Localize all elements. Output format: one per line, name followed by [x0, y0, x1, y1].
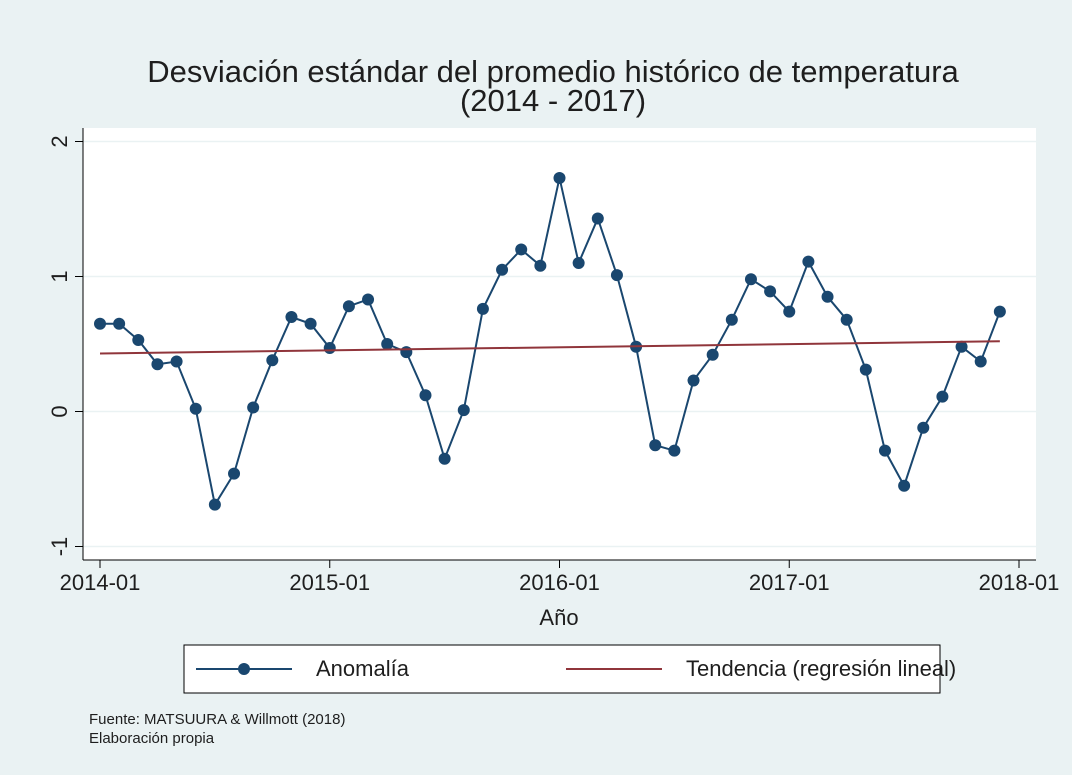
marker — [476, 302, 489, 315]
marker — [764, 285, 777, 298]
marker — [821, 290, 834, 303]
marker — [515, 243, 528, 256]
marker — [419, 389, 432, 402]
marker — [802, 255, 815, 268]
marker — [649, 439, 662, 452]
marker — [228, 467, 241, 480]
marker — [859, 363, 872, 376]
marker — [247, 401, 260, 414]
marker — [898, 479, 911, 492]
marker — [151, 358, 164, 371]
marker — [362, 293, 375, 306]
marker — [744, 273, 757, 286]
x-axis-label: Año — [539, 605, 578, 630]
marker — [955, 340, 968, 353]
marker — [189, 402, 202, 415]
x-tick-label: 2014-01 — [60, 570, 141, 595]
marker — [208, 498, 221, 511]
chart-title: (2014 - 2017) — [460, 83, 646, 118]
marker — [304, 317, 317, 330]
chart-title: Desviación estándar del promedio históri… — [147, 54, 959, 89]
marker — [94, 317, 106, 330]
line — [99, 340, 1000, 355]
marker — [113, 317, 126, 330]
marker — [132, 333, 145, 346]
line — [100, 177, 1001, 508]
legend-key — [238, 663, 250, 675]
marker — [725, 313, 738, 326]
x-tick-label: 2018-01 — [979, 570, 1060, 595]
marker — [342, 300, 355, 313]
y-tick-label: 0 — [47, 405, 72, 417]
x-tick-label: 2016-01 — [519, 570, 600, 595]
y-tick-label: 2 — [47, 135, 72, 147]
plot-area — [83, 128, 1036, 560]
x-tick-label: 2017-01 — [749, 570, 830, 595]
marker — [266, 354, 279, 367]
marker — [438, 452, 451, 465]
marker — [381, 338, 394, 350]
marker — [572, 257, 585, 269]
marker — [170, 355, 183, 368]
marker — [668, 444, 681, 457]
marker — [974, 355, 987, 368]
marker — [496, 263, 509, 276]
y-tick-label: 1 — [47, 270, 72, 282]
marker — [534, 259, 547, 272]
marker — [706, 348, 719, 361]
marker — [610, 269, 623, 282]
note: Elaboración propia — [89, 730, 215, 747]
marker — [783, 305, 796, 318]
y-tick-label: -1 — [47, 537, 72, 557]
marker — [457, 404, 470, 417]
marker — [400, 346, 413, 359]
marker — [285, 311, 298, 323]
legend-label: Anomalía — [316, 656, 410, 681]
marker — [878, 444, 891, 457]
marker — [591, 212, 604, 225]
x-tick-label: 2015-01 — [289, 570, 370, 595]
note: Fuente: MATSUURA & Willmott (2018) — [89, 711, 345, 728]
marker — [553, 171, 566, 184]
marker — [687, 374, 700, 387]
legend — [183, 644, 941, 694]
marker — [323, 342, 336, 355]
marker — [840, 313, 853, 326]
marker — [936, 390, 949, 403]
marker — [993, 305, 1006, 318]
marker — [917, 421, 930, 434]
legend-label: Tendencia (regresión lineal) — [686, 656, 956, 681]
